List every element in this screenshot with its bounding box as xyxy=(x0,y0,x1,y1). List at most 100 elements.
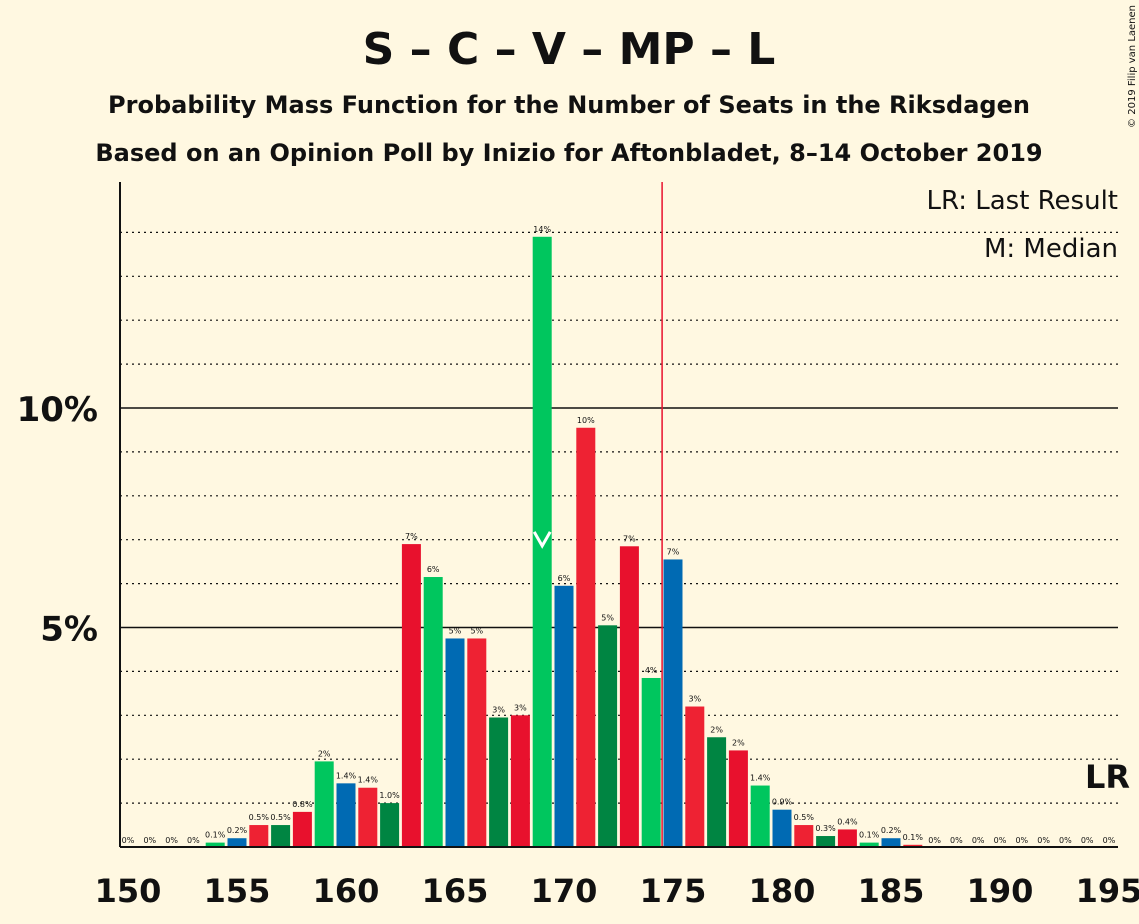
axes: 5% 10% 150 155 160 165 170 175 180 185 190 195 xyxy=(17,182,1139,910)
x-tick-label: 190 xyxy=(967,872,1034,910)
bar-value-label: 5% xyxy=(601,613,614,622)
bar-value-label: 0.1% xyxy=(903,833,924,842)
bar-labels: 0% 0% 0% 0%0.1% 0.2%0.5% 0.5%0.8%2%1.4% 1.4%1.… xyxy=(122,225,1116,845)
bar-seat-158 xyxy=(292,811,312,847)
bar-value-label: 0% xyxy=(1103,836,1116,845)
bar-seat-177 xyxy=(707,737,727,847)
bar-seat-156 xyxy=(249,825,269,847)
bar-seat-182 xyxy=(816,836,836,847)
bar-seat-157 xyxy=(271,825,291,847)
chart-subtitle-1: Probability Mass Function for the Number… xyxy=(108,91,1030,119)
bar-value-label: 1.4% xyxy=(358,776,379,785)
bar-seat-171 xyxy=(576,427,596,847)
bar-value-label: 0% xyxy=(165,836,178,845)
bar-seat-167 xyxy=(489,717,509,847)
bar-value-label: 0% xyxy=(187,836,200,845)
lr-marker: LR xyxy=(1085,758,1130,796)
y-tick-label: 10% xyxy=(17,390,98,430)
legend-last-result: LR: Last Result xyxy=(926,186,1118,216)
x-tick-label: 180 xyxy=(749,872,816,910)
bar-value-label: 0.5% xyxy=(249,813,270,822)
bar-value-label: 1.0% xyxy=(379,791,400,800)
legend-median: M: Median xyxy=(984,234,1118,264)
bar-value-label: 7% xyxy=(623,534,636,543)
median-marker xyxy=(532,531,552,549)
bar-value-label: 6% xyxy=(427,565,440,574)
gridlines xyxy=(120,231,1118,804)
x-tick-label: 155 xyxy=(204,872,271,910)
bar-seat-155 xyxy=(227,838,247,847)
bar-value-label: 2% xyxy=(318,749,331,758)
bar-value-label: 10% xyxy=(577,416,595,425)
bar-seat-178 xyxy=(728,750,748,847)
bar-value-label: 3% xyxy=(688,695,701,704)
bar-value-label: 0.1% xyxy=(859,831,880,840)
bar-value-label: 2% xyxy=(710,725,723,734)
bar-value-label: 5% xyxy=(449,626,462,635)
chart-subtitle-2: Based on an Opinion Poll by Inizio for A… xyxy=(95,139,1042,167)
x-tick-label: 195 xyxy=(1076,872,1139,910)
bar-value-label: 0.1% xyxy=(205,831,226,840)
bar-seat-184 xyxy=(859,842,879,847)
bar-value-label: 0.2% xyxy=(881,826,902,835)
bar-value-label: 14% xyxy=(533,225,551,234)
bar-value-label: 4% xyxy=(645,666,658,675)
bars xyxy=(205,236,923,848)
bar-seat-179 xyxy=(750,785,770,847)
bar-seat-180 xyxy=(772,809,792,847)
bar-value-label: 0% xyxy=(950,836,963,845)
bar-seat-162 xyxy=(380,803,400,847)
bar-seat-154 xyxy=(205,842,225,847)
x-tick-label: 185 xyxy=(858,872,925,910)
bar-value-label: 0% xyxy=(972,836,985,845)
chart-title: S – C – V – MP – L xyxy=(363,24,776,75)
bar-value-label: 2% xyxy=(732,738,745,747)
bar-value-label: 0.3% xyxy=(815,824,836,833)
bar-seat-161 xyxy=(358,787,378,847)
bar-value-label: 0% xyxy=(1081,836,1094,845)
bar-value-label: 3% xyxy=(514,703,527,712)
bar-value-label: 0.9% xyxy=(772,798,793,807)
bar-seat-168 xyxy=(510,715,530,847)
bar-seat-169 xyxy=(532,236,552,848)
bar-value-label: 0% xyxy=(1059,836,1072,845)
bar-value-label: 0.5% xyxy=(270,813,291,822)
bar-value-label: 7% xyxy=(405,532,418,541)
bar-value-label: 0.8% xyxy=(292,800,313,809)
bar-value-label: 0% xyxy=(1015,836,1028,845)
bar-seat-172 xyxy=(598,625,618,847)
bar-value-label: 5% xyxy=(470,626,483,635)
x-tick-label: 170 xyxy=(531,872,598,910)
bar-value-label: 1.4% xyxy=(336,771,357,780)
x-tick-label: 160 xyxy=(313,872,380,910)
bar-seat-164 xyxy=(423,577,443,847)
bar-seat-181 xyxy=(794,825,814,847)
bar-value-label: 0% xyxy=(1037,836,1050,845)
bar-value-label: 7% xyxy=(667,547,680,556)
x-tick-label: 175 xyxy=(640,872,707,910)
bar-value-label: 0% xyxy=(994,836,1007,845)
bar-seat-185 xyxy=(881,838,901,847)
bar-value-label: 0.5% xyxy=(794,813,815,822)
bar-seat-160 xyxy=(336,783,356,847)
bar-seat-163 xyxy=(401,544,421,847)
bar-seat-175 xyxy=(663,559,683,847)
bar-value-label: 0% xyxy=(143,836,156,845)
copyright-text: © 2019 Filip van Laenen xyxy=(1127,5,1138,128)
bar-seat-159 xyxy=(314,761,334,847)
bar-value-label: 0% xyxy=(928,836,941,845)
bar-seat-186 xyxy=(903,844,923,847)
bar-seat-173 xyxy=(619,546,639,847)
bar-value-label: 0% xyxy=(122,836,135,845)
x-tick-label: 150 xyxy=(95,872,162,910)
bar-value-label: 1.4% xyxy=(750,774,771,783)
bar-seat-174 xyxy=(641,677,661,847)
bar-value-label: 0.4% xyxy=(837,817,858,826)
bar-value-label: 6% xyxy=(558,574,571,583)
bar-seat-176 xyxy=(685,706,705,847)
bar-value-label: 0.2% xyxy=(227,826,248,835)
bar-seat-165 xyxy=(445,638,465,847)
bar-value-label: 3% xyxy=(492,705,505,714)
x-tick-label: 165 xyxy=(422,872,489,910)
